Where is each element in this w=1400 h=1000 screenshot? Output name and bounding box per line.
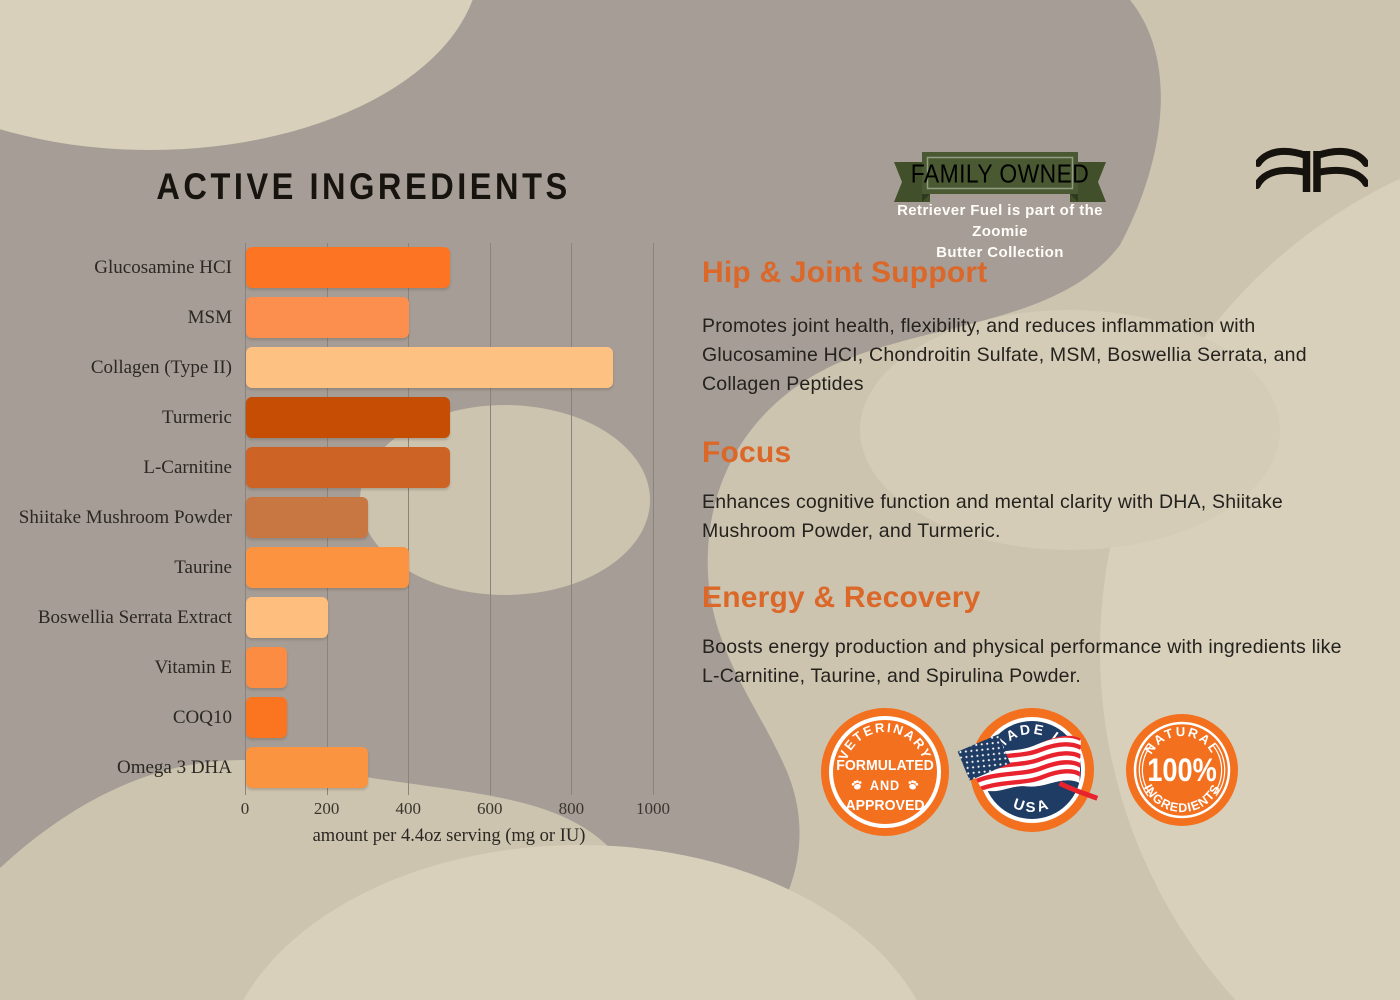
section-heading: Energy & Recovery: [702, 581, 981, 614]
bar: [246, 647, 287, 688]
bar: [246, 297, 410, 338]
y-axis-label: Shiitake Mushroom Powder: [18, 507, 232, 528]
x-tick-label: 400: [395, 799, 421, 818]
ribbon-left-fold: [922, 194, 930, 202]
badge-arc-text: USA: [1011, 795, 1050, 816]
rf-logo-icon: [1256, 147, 1368, 192]
badge-side-arcs: [1138, 743, 1226, 797]
logo-r-top-arm: [1256, 147, 1310, 167]
ribbon-band: [922, 152, 1078, 194]
flag-tail: [1058, 780, 1099, 801]
bar: [246, 597, 328, 638]
section-body: Boosts energy production and physical pe…: [702, 636, 1342, 687]
badge-line3: APPROVED: [845, 798, 924, 814]
bar: [246, 747, 369, 788]
gridline: [571, 243, 573, 795]
ribbon-inner-border: [926, 156, 1074, 190]
badge-line1: FORMULATED: [836, 758, 934, 774]
bar: [246, 397, 450, 438]
ribbon-right-fold: [1070, 194, 1078, 202]
ribbon-subtitle-line1: Retriever Fuel is part of the Zoomie: [897, 202, 1103, 240]
section-heading: Hip & Joint Support: [702, 256, 988, 289]
ribbon-subtitle-line2: Butter Collection: [936, 244, 1064, 261]
gridline: [653, 243, 654, 795]
x-tick-label: 600: [477, 799, 503, 818]
bar: [246, 347, 614, 388]
logo-f-mid-arm: [1314, 166, 1368, 187]
bar: [246, 547, 410, 588]
y-axis-label: Vitamin E: [154, 657, 232, 678]
ribbon-subtitle: Retriever Fuel is part of the Zoomie But…: [878, 200, 1122, 263]
ribbon-left-tail: [894, 162, 930, 202]
y-axis-label: L-Carnitine: [143, 457, 232, 478]
family-owned-ribbon: FAMILY OWNED: [894, 152, 1106, 202]
section-energy: Energy & Recovery Boosts energy producti…: [702, 581, 1350, 691]
y-axis-label: Turmeric: [161, 407, 232, 428]
x-tick-label: 200: [313, 799, 340, 818]
gridline: [245, 243, 246, 795]
y-axis-label: Glucosamine HCI: [94, 257, 232, 278]
y-axis-label: MSM: [187, 307, 232, 328]
badge-circle: [821, 708, 949, 836]
camo-cream-text-area: [860, 310, 1280, 550]
x-tick-label: 800: [558, 799, 585, 818]
y-axis-label: Boswellia Serrata Extract: [37, 607, 232, 628]
svg-text:USA: USA: [1011, 795, 1053, 816]
logo-f-top-arm: [1314, 147, 1368, 167]
x-axis-title: amount per 4.4oz serving (mg or IU): [312, 826, 586, 846]
gridline: [489, 243, 491, 795]
bar: [246, 697, 287, 738]
flag-canton: [957, 734, 1011, 781]
section-body: Enhances cognitive function and mental c…: [702, 491, 1283, 542]
made-in-usa-badge: MADE IN USA: [957, 708, 1099, 832]
badge-inner-ring: [1133, 721, 1231, 819]
ribbon-right-tail: [1070, 162, 1106, 202]
y-axis-label: Collagen (Type II): [90, 357, 232, 378]
badge-circle: [1126, 714, 1238, 826]
section-body: Promotes joint health, flexibility, and …: [702, 315, 1307, 395]
section-hip-joint: Hip & Joint Support Promotes joint healt…: [702, 256, 1350, 399]
y-axis-label: Omega 3 DHA: [116, 757, 232, 778]
section-heading: Focus: [702, 436, 792, 469]
x-tick-label: 1000: [636, 799, 670, 818]
logo-r-leg: [1256, 166, 1310, 189]
camo-cream-bottom: [243, 845, 917, 1000]
camo-cream-topleft: [0, 0, 473, 150]
section-focus: Focus Enhances cognitive function and me…: [702, 436, 1350, 546]
badge-center-text: 100%: [1147, 753, 1217, 789]
y-axis-label: COQ10: [172, 707, 232, 728]
bar: [246, 247, 450, 288]
bar: [246, 497, 369, 538]
natural-ingredients-badge: NATURAL INGREDIENTS 100%: [1126, 714, 1238, 826]
badge-inner-ring: [829, 716, 941, 828]
bar: [246, 447, 450, 488]
gridline: [408, 243, 410, 795]
ribbon-title: FAMILY OWNED: [911, 160, 1089, 189]
chart-title: ACTIVE INGREDIENTS: [156, 166, 571, 207]
y-axis-label: Taurine: [174, 557, 232, 578]
veterinary-badge: VETERINARY FORMULATED AND APPROVED: [821, 708, 949, 836]
badge-line2: AND: [870, 778, 900, 793]
x-tick-label: 0: [240, 799, 250, 818]
